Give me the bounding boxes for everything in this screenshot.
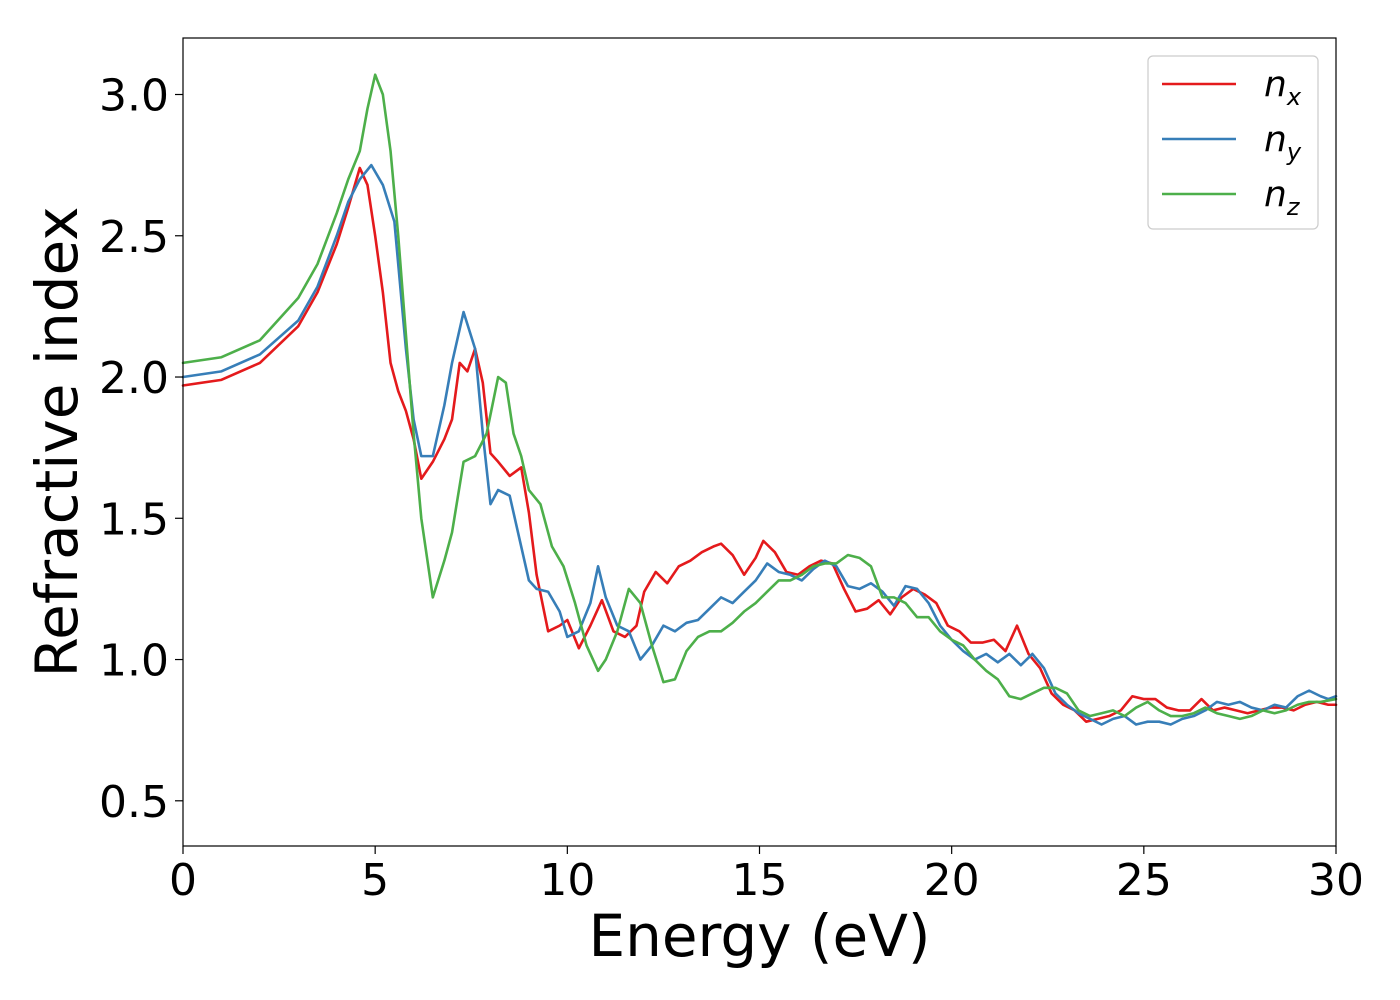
legend-label-base: n: [1264, 174, 1287, 215]
x-tick-label: 5: [361, 855, 389, 906]
y-tick-label: 3.0: [99, 71, 169, 122]
legend-label-base: n: [1264, 119, 1287, 160]
legend-label-y: ny: [1264, 119, 1302, 166]
x-tick-label: 20: [924, 855, 980, 906]
y-tick-label: 1.0: [99, 636, 169, 687]
series-line-z: [181, 73, 1338, 721]
y-tick-label: 2.5: [99, 212, 169, 263]
y-tick-label: 1.5: [99, 494, 169, 545]
x-tick-label: 15: [732, 855, 788, 906]
y-tick-label: 0.5: [99, 777, 169, 828]
x-tick-label: 25: [1116, 855, 1172, 906]
y-tick-label: 2.0: [99, 353, 169, 404]
legend-label-subscript: y: [1286, 138, 1302, 166]
x-tick-label: 0: [169, 855, 197, 906]
x-axis-title: Energy (eV): [588, 902, 930, 970]
legend-label-subscript: x: [1286, 83, 1302, 111]
series-line-y: [181, 163, 1338, 726]
y-axis: 0.5 1.0 1.5 2.0 2.5 3.0: [99, 71, 183, 828]
y-axis-title: Refractive index: [23, 206, 91, 677]
x-tick-label: 30: [1308, 855, 1364, 906]
x-axis: 0 5 10 15 20 25 30: [169, 846, 1364, 906]
series-layer: [181, 73, 1338, 726]
legend-label-subscript: z: [1286, 193, 1301, 221]
legend-label-base: n: [1264, 64, 1287, 105]
legend-label-z: nz: [1264, 174, 1301, 221]
series-line-x: [181, 166, 1338, 723]
legend-label-x: nx: [1264, 64, 1302, 111]
x-tick-label: 10: [539, 855, 595, 906]
legend-box: [1147, 55, 1319, 230]
